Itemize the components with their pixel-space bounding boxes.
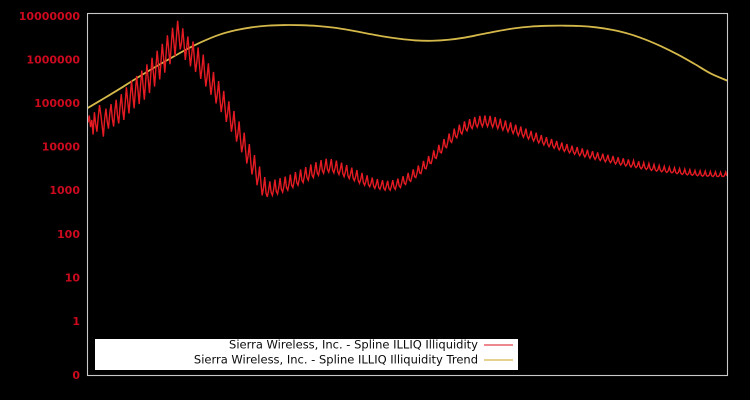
y-axis-tick-label: 0	[72, 369, 80, 382]
y-axis-tick-label: 1	[72, 315, 80, 328]
y-axis-tick-label: 1000000	[26, 54, 80, 67]
y-axis-tick-label: 10000000	[19, 10, 81, 23]
y-axis-tick-label: 10	[65, 271, 81, 284]
y-axis-tick-label: 10000	[42, 141, 81, 154]
legend-label-illiquidity: Sierra Wireless, Inc. - Spline ILLIQ Ill…	[229, 338, 478, 352]
trend-line-series	[88, 24, 727, 109]
illiquidity-line-series	[88, 20, 727, 198]
y-axis-tick-label: 100000	[34, 97, 80, 110]
legend-label-trend: Sierra Wireless, Inc. - Spline ILLIQ Ill…	[194, 353, 478, 367]
legend: Sierra Wireless, Inc. - Spline ILLIQ Ill…	[95, 338, 518, 370]
y-axis-tick-label: 1000	[49, 184, 80, 197]
plot-frame	[86, 12, 729, 377]
y-axis-tick-label: 100	[57, 228, 80, 241]
legend-background	[95, 339, 518, 370]
